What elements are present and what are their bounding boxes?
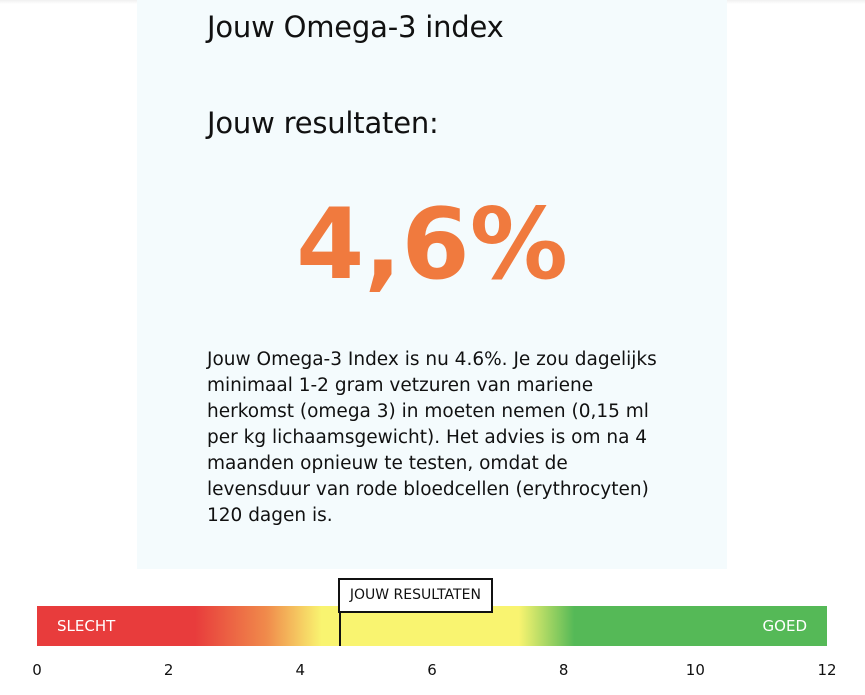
index-scale-bar: SLECHT GOED bbox=[37, 606, 827, 646]
result-value: 4,6% bbox=[296, 188, 568, 302]
result-marker-label: JOUW RESULTATEN bbox=[337, 578, 493, 613]
scale-tick: 0 bbox=[32, 661, 42, 679]
scale-tick: 6 bbox=[427, 661, 437, 679]
page-title: Jouw Omega-3 index bbox=[207, 10, 504, 44]
result-marker-line bbox=[338, 613, 341, 646]
scale-label-good: GOED bbox=[762, 617, 807, 635]
scale-tick: 10 bbox=[685, 661, 705, 679]
scale-label-bad: SLECHT bbox=[57, 617, 116, 635]
scale-tick: 2 bbox=[163, 661, 174, 679]
result-card: Jouw Omega-3 index Jouw resultaten: 4,6%… bbox=[137, 0, 727, 569]
result-description: Jouw Omega-3 Index is nu 4.6%. Je zou da… bbox=[207, 349, 657, 526]
scale-tick: 12 bbox=[817, 661, 837, 679]
scale-ticks: 0 2 4 6 8 10 12 bbox=[0, 659, 865, 681]
scale-tick: 4 bbox=[295, 661, 306, 679]
results-heading: Jouw resultaten: bbox=[207, 106, 439, 140]
scale-tick: 8 bbox=[558, 661, 569, 679]
